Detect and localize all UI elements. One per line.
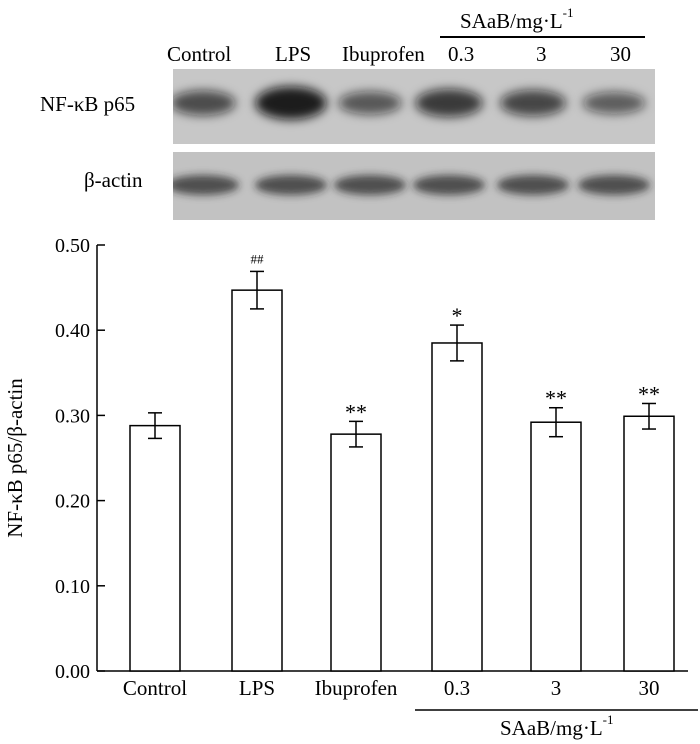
x-tick-label-5: 30 — [639, 676, 660, 700]
x-tick-label-2: Ibuprofen — [315, 676, 398, 700]
x-group-label-sup: -1 — [602, 712, 614, 727]
x-group-label-text: SAaB/mg·L — [500, 716, 603, 740]
significance-label-4: ** — [545, 386, 567, 411]
blot-lane-label-lps: LPS — [275, 42, 312, 66]
actin-band-0 — [173, 175, 239, 195]
blot-group-label: SAaB/mg·L-1 — [460, 6, 574, 33]
x-tick-label-3: 0.3 — [444, 676, 470, 700]
blot-bands-nfkb — [173, 86, 646, 120]
bar-2 — [330, 433, 382, 672]
bar-1 — [231, 289, 283, 672]
y-tick-label-5: 0.50 — [55, 235, 90, 257]
significance-label-1: ## — [251, 251, 265, 266]
bar-0 — [129, 424, 181, 672]
nfkb-band-4 — [500, 90, 566, 116]
band-label-actin: β-actin — [84, 168, 143, 192]
y-tick-label-3: 0.30 — [55, 405, 90, 427]
significance-label-5: ** — [638, 381, 660, 406]
blot-lane-label-ibuprofen: Ibuprofen — [342, 42, 425, 66]
blot-lane-label-3: 3 — [536, 42, 547, 66]
y-tick-label-4: 0.40 — [55, 320, 90, 342]
nfkb-band-3 — [415, 89, 483, 117]
y-tick-label-1: 0.10 — [55, 576, 90, 598]
y-tick-label-2: 0.20 — [55, 491, 90, 513]
significance-label-3: * — [452, 303, 463, 328]
nfkb-band-2 — [338, 91, 402, 115]
blot-bands-actin — [173, 175, 650, 195]
blot-lane-label-0-3: 0.3 — [448, 42, 475, 66]
y-tick-label-0: 0.00 — [55, 661, 90, 683]
x-group-label: SAaB/mg·L-1 — [500, 713, 614, 740]
nfkb-band-0 — [173, 90, 236, 116]
blot-strip-nfkb — [173, 69, 655, 144]
nfkb-band-1 — [255, 86, 327, 120]
blot-group-line — [440, 36, 645, 38]
nfkb-band-5 — [582, 92, 646, 114]
actin-band-1 — [255, 175, 327, 195]
actin-band-4 — [497, 175, 569, 195]
actin-band-3 — [413, 175, 485, 195]
blot-strip-actin — [173, 152, 655, 220]
blot-lane-label-control: Control — [167, 42, 232, 66]
band-label-nfkb: NF-κB p65 — [40, 92, 136, 116]
blot-lane-label-30: 30 — [610, 42, 631, 66]
bar-5 — [623, 415, 675, 672]
blot-group-label-text: SAaB/mg·L — [460, 9, 563, 33]
significance-label-2: ** — [345, 399, 367, 424]
x-tick-label-0: Control — [123, 676, 187, 700]
blot-group-label-sup: -1 — [562, 5, 574, 20]
x-tick-label-1: LPS — [239, 676, 275, 700]
bar-4 — [530, 421, 582, 672]
x-tick-label-4: 3 — [551, 676, 562, 700]
actin-band-2 — [334, 175, 406, 195]
y-axis-label: NF-κB p65/β-actin — [3, 378, 27, 538]
actin-band-5 — [578, 175, 650, 195]
bar-3 — [431, 342, 483, 672]
